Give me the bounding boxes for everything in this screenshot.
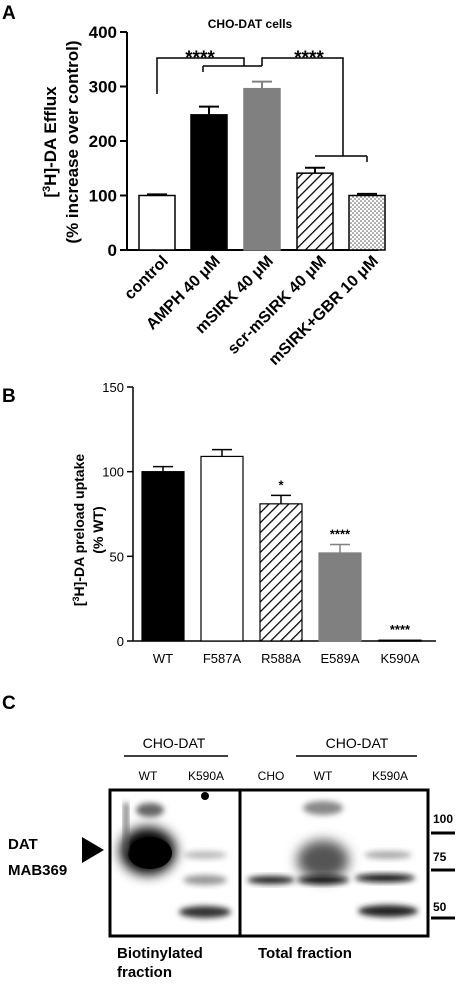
marker-100: 100 [433, 812, 453, 826]
panel-b-category-label: F587A [203, 651, 242, 666]
lane-label-wt-left: WT [139, 769, 158, 783]
panel-b-bar [200, 455, 244, 642]
caption-fraction: fraction [117, 964, 172, 981]
lane-label-wt-right: WT [314, 769, 333, 783]
lane-label-cho: CHO [258, 769, 285, 783]
band-k590a-total-low [358, 905, 418, 917]
left-group-label: CHO-DAT [143, 735, 206, 751]
band-wt-total-low [297, 876, 349, 884]
band-wt-total-high [303, 801, 343, 815]
panel-a-bar [138, 194, 176, 251]
panel-a-label: A [2, 3, 16, 24]
panel-b-category-label: E589A [320, 651, 359, 666]
panel-a-sig-label: **** [294, 48, 324, 69]
panel-b-ytick-label: 150 [102, 380, 124, 395]
panel-b-category-label: WT [153, 651, 173, 666]
panel-c-label: C [2, 693, 16, 714]
panel-a-bar [243, 87, 281, 251]
panel-b-sig-label: **** [330, 526, 351, 541]
panel-a-bar [348, 194, 386, 251]
band-arrow-icon [82, 837, 104, 863]
panel-b-label: B [2, 386, 16, 407]
panel-a-bar [296, 172, 334, 251]
svg-text:[3H]-DA Efflux: [3H]-DA Efflux [41, 86, 60, 198]
panel-a-category-label: scr-mSIRK 40 μM [225, 253, 330, 358]
caption-biotinylated: Biotinylated [117, 945, 203, 962]
panel-a-ylabel-line2: (% increase over control) [63, 40, 82, 243]
panel-b-sig-label: **** [390, 622, 411, 637]
panel-a-ylabel: [3H]-DA Efflux (% increase over control) [41, 40, 82, 243]
panel-b-ytick-label: 50 [110, 549, 124, 564]
panel-b-ylabel: [3H]-DA preload uptake (% WT) [71, 454, 106, 607]
panel-a-ytick-label: 200 [89, 132, 117, 151]
panel-a-ytick-label: 300 [89, 78, 117, 97]
panel-b-chart: 0 50 100 150 WT F587A R588A * E589A **** K590A **** [102, 380, 436, 666]
blot-headers: CHO-DAT WT K590A CHO-DAT CHO WT K590A [124, 735, 417, 783]
panel-b-category-label: R588A [261, 651, 301, 666]
panel-b-ylabel-line2: (% WT) [90, 506, 106, 553]
mw-markers: 100 75 50 [431, 812, 455, 920]
panel-b-bar [318, 552, 362, 642]
protein-label-mab369: MAB369 [8, 862, 67, 879]
panel-b-bar [141, 471, 185, 642]
marker-50: 50 [433, 900, 447, 914]
band-k590a-biotin-low [179, 906, 231, 918]
panel-b-category-label: K590A [380, 651, 419, 666]
blot-frame [108, 788, 430, 938]
panel-a-ytick-label: 100 [89, 187, 117, 206]
svg-text:[3H]-DA preload uptake: [3H]-DA preload uptake [71, 454, 87, 607]
panel-b-ytick-label: 100 [102, 465, 124, 480]
panel-a-ytick-label: 400 [89, 23, 117, 42]
panel-b-sig-label: * [278, 477, 284, 492]
band-wt-biotin-high [136, 803, 164, 817]
panel-b-bar [259, 503, 303, 642]
panel-a-sig-bracket [261, 57, 344, 156]
lane-label-k590a-right: K590A [372, 769, 408, 783]
band-cho-total [247, 876, 295, 884]
lane-label-k590a-left: K590A [188, 769, 224, 783]
panel-a-bar [190, 114, 228, 251]
panel-a-sig-label: **** [185, 48, 215, 69]
panel-a-category-label: control [121, 253, 171, 303]
panel-b-bar [378, 639, 422, 642]
panel-b-ytick-label: 0 [117, 634, 124, 649]
panel-a-ytick-label: 0 [108, 241, 117, 260]
band-wt-biotin-core [128, 837, 172, 869]
blot-speck [201, 792, 209, 800]
band-wt-total-smear [297, 840, 349, 880]
band-k590a-total-mid [355, 874, 415, 882]
panel-a-sig-bracket [156, 57, 245, 94]
marker-75: 75 [433, 850, 447, 864]
right-group-label: CHO-DAT [326, 735, 389, 751]
protein-label-dat: DAT [8, 836, 38, 853]
caption-total-fraction: Total fraction [258, 945, 352, 962]
blot-image [108, 788, 430, 938]
panel-a-title: CHO-DAT cells [208, 17, 293, 31]
